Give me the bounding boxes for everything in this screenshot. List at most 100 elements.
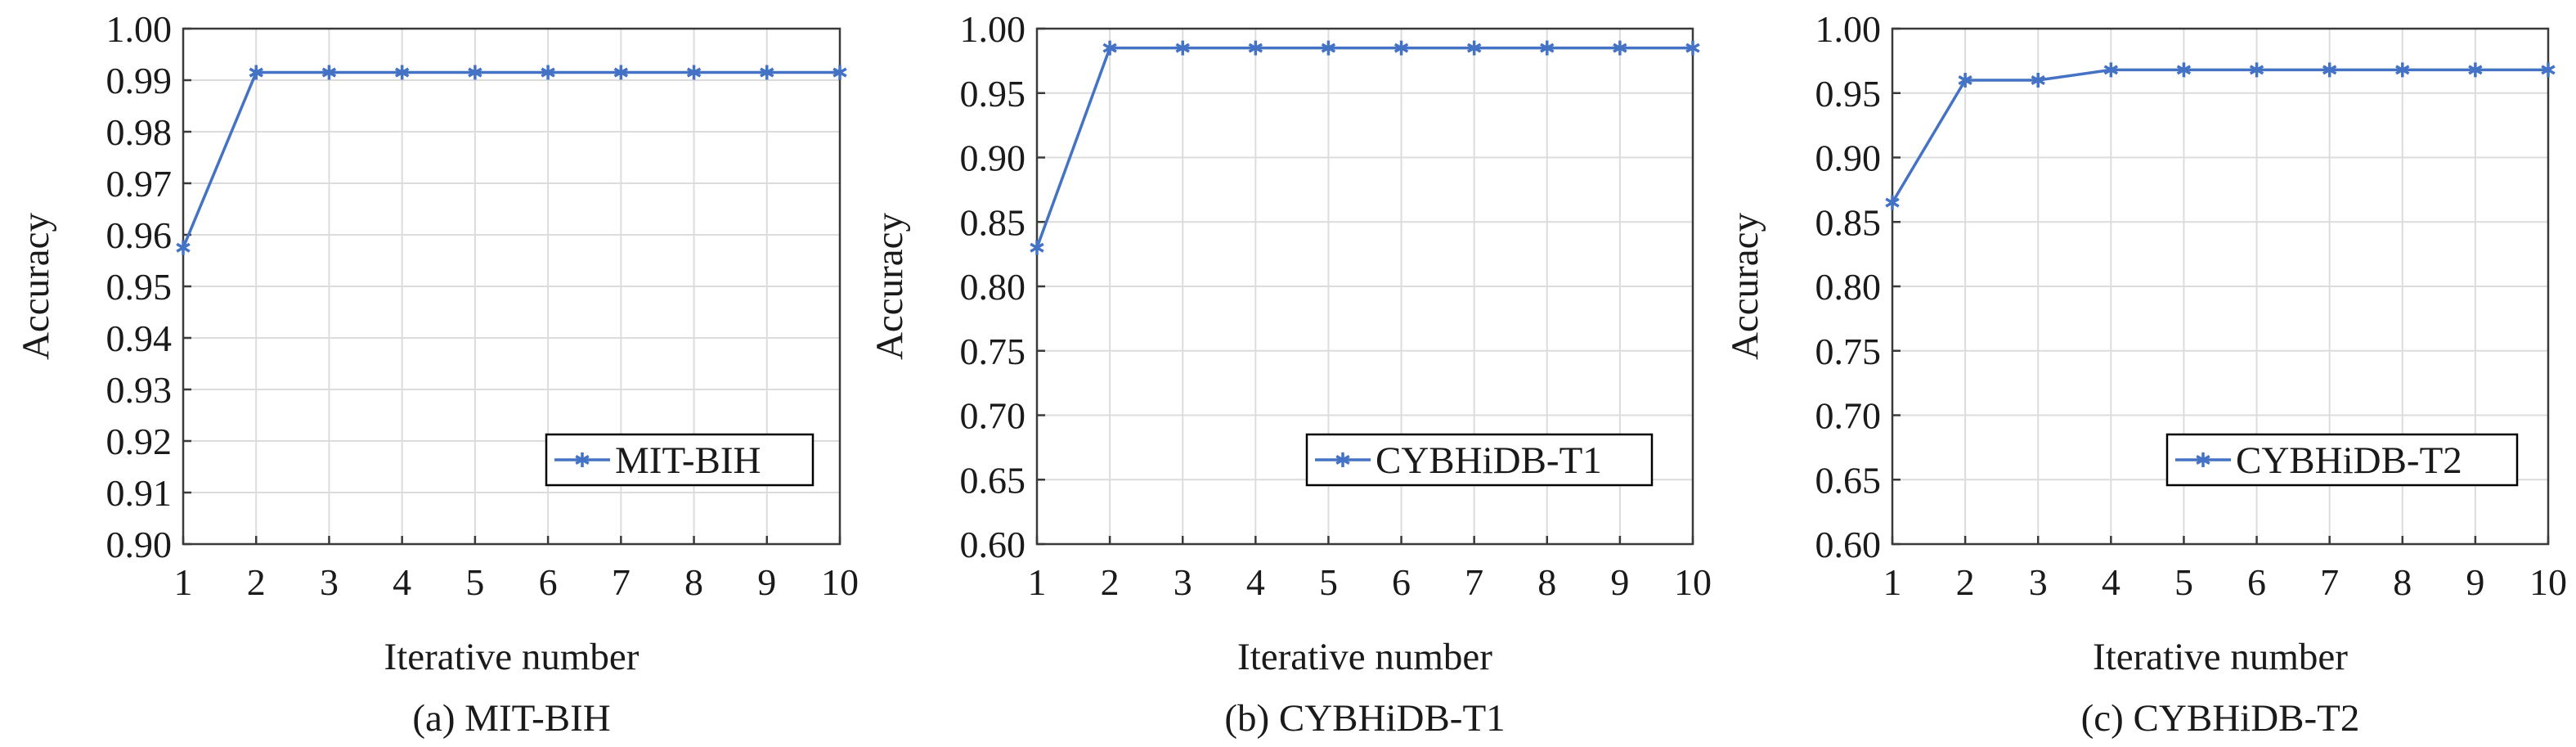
y-tick-label: 0.75 bbox=[960, 331, 1026, 372]
y-tick-label: 0.60 bbox=[1815, 524, 1882, 565]
data-point-marker bbox=[613, 65, 629, 80]
x-axis-title: Iterative number bbox=[1237, 636, 1492, 678]
y-tick-label: 1.00 bbox=[1815, 8, 1882, 50]
chart-cybhidb-t1: 0.60 0.65 0.70 0.75 0.80 0.85 0.90 0.95 1.00 1 2 3 4… bbox=[868, 8, 1712, 740]
data-point-marker bbox=[1321, 40, 1336, 56]
data-point-marker bbox=[249, 65, 263, 80]
x-tick-label: 2 bbox=[1101, 561, 1120, 603]
x-tick-label: 1 bbox=[1883, 561, 1902, 603]
legend-label: CYBHiDB-T2 bbox=[2236, 439, 2462, 482]
y-tick-label: 0.75 bbox=[1815, 331, 1882, 372]
legend: CYBHiDB-T2 bbox=[2165, 433, 2519, 487]
y-tick-label: 0.65 bbox=[1815, 459, 1882, 501]
x-tick-label: 3 bbox=[320, 561, 339, 603]
y-tick-label: 0.95 bbox=[106, 266, 173, 308]
x-tick-label: 10 bbox=[2529, 561, 2567, 603]
x-tick-label: 10 bbox=[1674, 561, 1712, 603]
x-tick-label: 9 bbox=[757, 561, 776, 603]
x-tick-label: 3 bbox=[2029, 561, 2048, 603]
data-point-marker bbox=[1030, 240, 1044, 255]
x-tick-label: 1 bbox=[1028, 561, 1047, 603]
data-point-marker bbox=[176, 240, 191, 255]
data-point-marker bbox=[1885, 195, 1900, 210]
y-tick-label: 0.65 bbox=[960, 459, 1026, 501]
y-tick-label: 0.80 bbox=[1815, 266, 1882, 308]
y-tick-label: 0.98 bbox=[106, 111, 173, 153]
y-tick-label: 0.94 bbox=[106, 317, 173, 359]
y-axis-title: Accuracy bbox=[868, 212, 911, 360]
data-point-marker bbox=[1540, 40, 1555, 56]
y-axis-title: Accuracy bbox=[1724, 212, 1766, 360]
y-tick-label: 0.92 bbox=[106, 421, 173, 462]
y-tick-label: 0.96 bbox=[106, 214, 173, 256]
x-tick-label: 5 bbox=[1319, 561, 1338, 603]
data-point-marker bbox=[394, 65, 410, 80]
x-tick-label: 2 bbox=[1956, 561, 1975, 603]
y-tick-label: 0.60 bbox=[960, 524, 1026, 565]
x-tick-label: 4 bbox=[393, 561, 411, 603]
y-tick-label: 0.80 bbox=[960, 266, 1026, 308]
y-tick-label: 0.90 bbox=[1815, 137, 1882, 179]
data-point-marker bbox=[321, 65, 337, 80]
data-point-marker bbox=[2322, 62, 2337, 78]
legend: MIT-BIH bbox=[545, 433, 815, 487]
panel-caption: (b) CYBHiDB-T1 bbox=[1224, 697, 1505, 740]
y-tick-label: 0.91 bbox=[106, 472, 173, 514]
x-tick-label: 5 bbox=[2174, 561, 2193, 603]
legend-label: CYBHiDB-T1 bbox=[1376, 439, 1602, 482]
y-tick-label: 0.97 bbox=[106, 163, 173, 205]
data-point-marker bbox=[541, 65, 555, 80]
legend-label: MIT-BIH bbox=[615, 439, 761, 482]
data-point-marker bbox=[2541, 62, 2556, 78]
data-point-marker bbox=[1685, 40, 1700, 56]
chart-mit-bih: 0.90 0.91 0.92 0.93 0.94 0.95 0.96 0.97 0.98 0.99… bbox=[15, 8, 859, 740]
x-tick-label: 6 bbox=[1392, 561, 1411, 603]
data-point-marker bbox=[832, 65, 847, 80]
x-axis-title: Iterative number bbox=[2093, 636, 2348, 678]
x-tick-label: 5 bbox=[465, 561, 484, 603]
y-axis-title: Accuracy bbox=[15, 212, 57, 360]
data-point-marker bbox=[2031, 73, 2045, 88]
x-tick-label: 10 bbox=[821, 561, 859, 603]
x-tick-label: 8 bbox=[1537, 561, 1556, 603]
y-tick-label: 1.00 bbox=[106, 8, 173, 50]
x-axis-title: Iterative number bbox=[384, 636, 640, 678]
data-point-marker bbox=[1248, 40, 1263, 56]
series-line bbox=[1891, 68, 2548, 204]
y-tick-label: 0.85 bbox=[960, 201, 1026, 243]
data-point-marker bbox=[1613, 40, 1627, 56]
x-tick-label: 4 bbox=[2102, 561, 2120, 603]
x-tick-label: 4 bbox=[1246, 561, 1265, 603]
data-point-marker bbox=[2395, 62, 2410, 78]
x-tick-label: 7 bbox=[2320, 561, 2339, 603]
y-tick-label: 0.85 bbox=[1815, 201, 1882, 243]
legend-marker-sample bbox=[575, 452, 590, 467]
x-tick-label: 6 bbox=[539, 561, 558, 603]
x-tick-label: 3 bbox=[1174, 561, 1192, 603]
x-tick-label: 2 bbox=[247, 561, 266, 603]
y-tick-label: 0.99 bbox=[106, 60, 173, 101]
series-line bbox=[1035, 46, 1693, 249]
y-tick-label: 0.70 bbox=[960, 395, 1026, 437]
data-point-marker bbox=[2176, 62, 2192, 78]
data-point-marker bbox=[1958, 73, 1972, 88]
y-tick-label: 0.93 bbox=[106, 369, 173, 411]
x-tick-label: 6 bbox=[2247, 561, 2266, 603]
data-point-marker bbox=[686, 65, 702, 80]
panel-caption: (a) MIT-BIH bbox=[412, 697, 610, 740]
legend: CYBHiDB-T1 bbox=[1305, 433, 1654, 487]
legend-marker-sample bbox=[2196, 452, 2210, 467]
x-tick-label: 9 bbox=[1610, 561, 1629, 603]
y-tick-label: 0.95 bbox=[960, 73, 1026, 115]
y-tick-label: 0.90 bbox=[106, 524, 173, 565]
data-point-marker bbox=[1175, 40, 1190, 56]
data-point-marker bbox=[2103, 62, 2119, 78]
x-tick-label: 8 bbox=[2393, 561, 2412, 603]
data-point-marker bbox=[468, 65, 482, 80]
data-point-marker bbox=[2468, 62, 2483, 78]
chart-cybhidb-t2: 0.60 0.65 0.70 0.75 0.80 0.85 0.90 0.95 1.00 1 2 3 4… bbox=[1724, 8, 2567, 740]
x-tick-label: 7 bbox=[1465, 561, 1483, 603]
y-tick-label: 0.90 bbox=[960, 137, 1026, 179]
data-point-marker bbox=[760, 65, 774, 80]
